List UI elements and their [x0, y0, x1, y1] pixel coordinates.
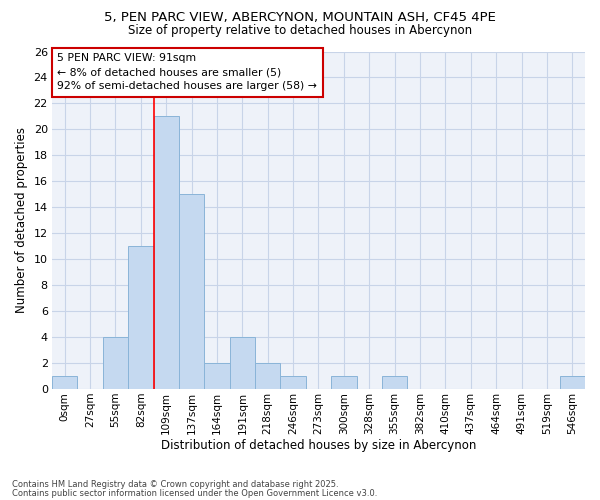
Y-axis label: Number of detached properties: Number of detached properties: [15, 128, 28, 314]
Bar: [382, 376, 407, 389]
Bar: [230, 337, 255, 389]
Bar: [128, 246, 154, 389]
Bar: [103, 337, 128, 389]
Bar: [280, 376, 306, 389]
Text: 5 PEN PARC VIEW: 91sqm
← 8% of detached houses are smaller (5)
92% of semi-detac: 5 PEN PARC VIEW: 91sqm ← 8% of detached …: [58, 53, 317, 91]
Bar: [179, 194, 204, 389]
Bar: [52, 376, 77, 389]
Bar: [255, 363, 280, 389]
Bar: [204, 363, 230, 389]
Bar: [154, 116, 179, 389]
Bar: [331, 376, 356, 389]
Text: Contains public sector information licensed under the Open Government Licence v3: Contains public sector information licen…: [12, 488, 377, 498]
X-axis label: Distribution of detached houses by size in Abercynon: Distribution of detached houses by size …: [161, 440, 476, 452]
Text: Size of property relative to detached houses in Abercynon: Size of property relative to detached ho…: [128, 24, 472, 37]
Bar: [560, 376, 585, 389]
Text: Contains HM Land Registry data © Crown copyright and database right 2025.: Contains HM Land Registry data © Crown c…: [12, 480, 338, 489]
Text: 5, PEN PARC VIEW, ABERCYNON, MOUNTAIN ASH, CF45 4PE: 5, PEN PARC VIEW, ABERCYNON, MOUNTAIN AS…: [104, 11, 496, 24]
